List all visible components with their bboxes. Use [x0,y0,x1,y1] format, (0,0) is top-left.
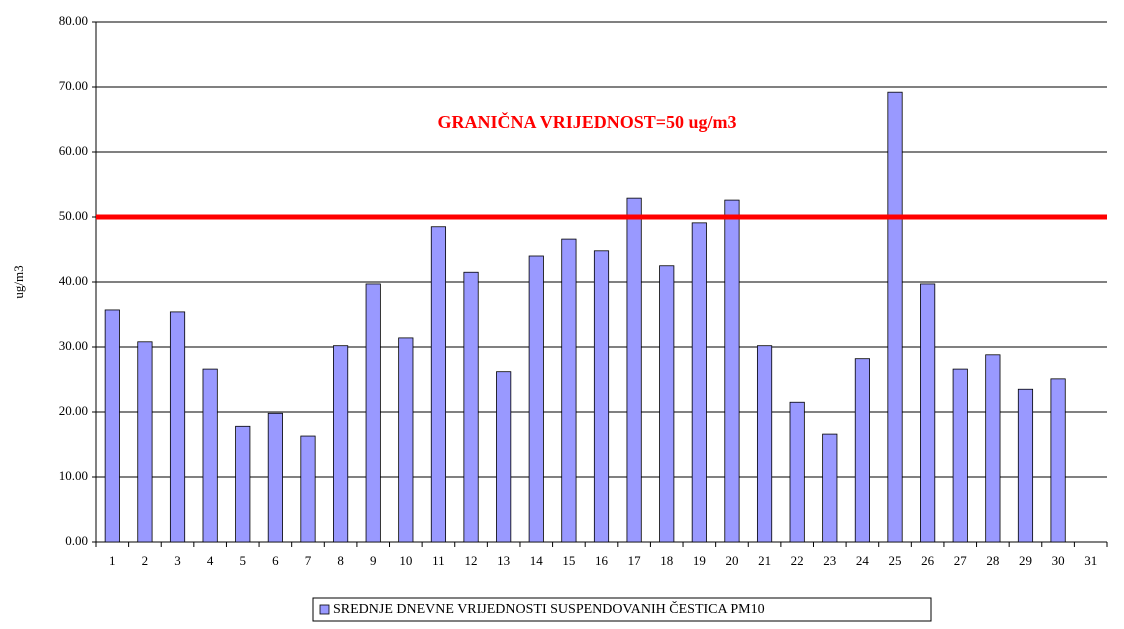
bar [561,238,577,543]
x-tick-label: 18 [660,553,673,568]
bar [952,368,968,543]
bar [593,250,610,543]
bar [1017,388,1034,543]
x-tick-label: 27 [954,553,968,568]
y-tick-label: 40.00 [59,273,88,288]
x-tick-label: 29 [1019,553,1032,568]
x-tick-label: 13 [497,553,510,568]
x-tick-label: 3 [174,553,181,568]
y-tick-label: 80.00 [59,13,88,28]
bar [854,358,870,543]
y-tick-label: 50.00 [59,208,88,223]
x-tick-label: 6 [272,553,279,568]
x-tick-label: 15 [562,553,575,568]
bar [789,401,805,543]
bar [365,283,381,543]
bar [626,197,642,543]
y-tick-label: 70.00 [59,78,88,93]
legend-label: SREDNJE DNEVNE VRIJEDNOSTI SUSPENDOVANIH… [333,600,765,617]
bar [1050,378,1066,543]
legend-swatch [319,604,330,615]
y-tick-label: 0.00 [65,533,88,548]
bar [724,199,740,543]
x-tick-label: 9 [370,553,377,568]
x-tick-label: 10 [399,553,412,568]
x-tick-label: 24 [856,553,870,568]
x-tick-label: 22 [791,553,804,568]
y-tick-label: 30.00 [59,338,88,353]
x-tick-label: 26 [921,553,935,568]
bar [756,345,773,543]
x-tick-label: 19 [693,553,706,568]
y-tick-label: 10.00 [59,468,88,483]
bar [333,345,349,543]
x-tick-label: 14 [530,553,544,568]
x-tick-label: 11 [432,553,445,568]
x-tick-label: 28 [986,553,999,568]
bar [235,425,251,543]
threshold-label: GRANIČNA VRIJEDNOST=50 ug/m3 [438,111,737,132]
bar [920,283,936,543]
bar [104,309,120,543]
bar [267,412,283,543]
legend-box [312,597,932,622]
bar [659,265,675,543]
bar [463,271,479,543]
x-tick-label: 7 [305,553,312,568]
x-tick-label: 25 [889,553,902,568]
x-tick-label: 23 [823,553,836,568]
x-tick-label: 31 [1084,553,1097,568]
x-tick-label: 30 [1052,553,1065,568]
bar [300,435,316,543]
bar [528,255,544,543]
bar [202,368,218,543]
bar [169,311,186,543]
bar [822,433,838,543]
x-tick-label: 5 [240,553,247,568]
x-tick-label: 2 [142,553,149,568]
x-tick-label: 21 [758,553,771,568]
x-tick-label: 1 [109,553,116,568]
bar [398,337,414,543]
x-tick-label: 16 [595,553,609,568]
bar [430,226,447,543]
x-tick-label: 12 [465,553,478,568]
y-tick-label: 20.00 [59,403,88,418]
bar [985,354,1001,543]
bar [691,222,707,543]
x-tick-label: 17 [628,553,642,568]
x-tick-label: 4 [207,553,214,568]
bar [496,371,512,543]
y-tick-label: 60.00 [59,143,88,158]
bar [887,91,903,543]
x-tick-label: 8 [337,553,344,568]
x-tick-label: 20 [725,553,738,568]
bar [137,341,153,543]
y-axis-label: ug/m3 [11,265,26,298]
